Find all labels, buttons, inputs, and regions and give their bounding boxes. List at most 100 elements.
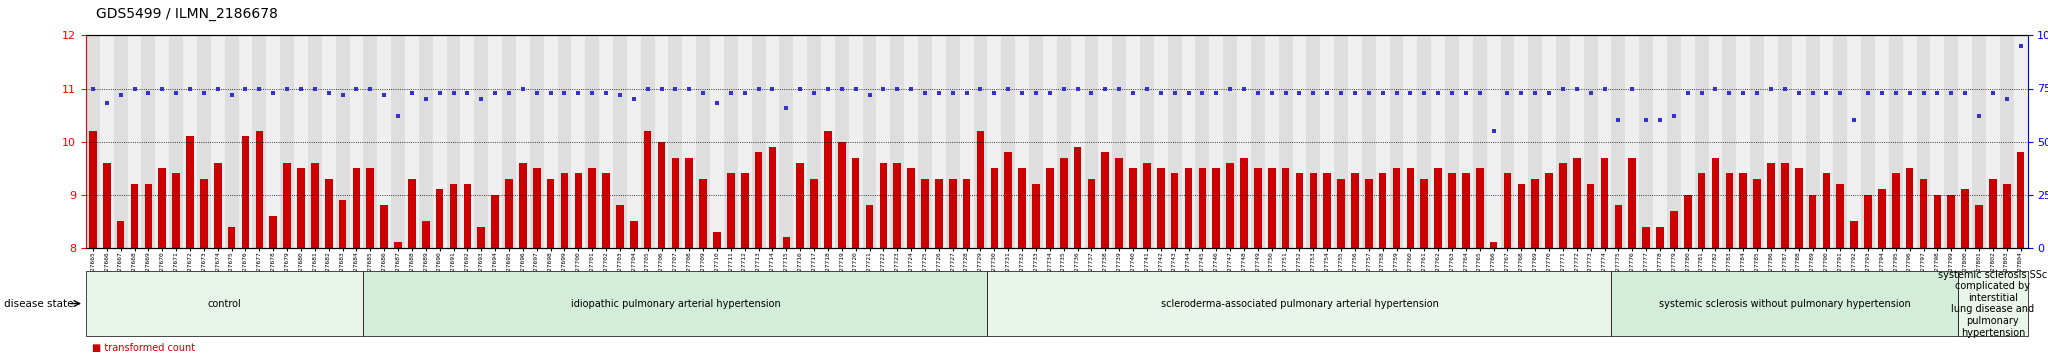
- Point: [549, 90, 582, 96]
- Bar: [866, 205, 872, 248]
- Point: [1186, 90, 1219, 96]
- Point: [895, 86, 928, 91]
- Bar: [766, 35, 780, 248]
- Point: [174, 86, 207, 91]
- Text: GDS5499 / ILMN_2186678: GDS5499 / ILMN_2186678: [96, 7, 279, 21]
- Point: [1700, 86, 1733, 91]
- Bar: [1763, 35, 1778, 248]
- Bar: [1612, 35, 1626, 248]
- Bar: [1196, 35, 1208, 248]
- Bar: [127, 35, 141, 248]
- Bar: [518, 163, 526, 248]
- Bar: [1307, 35, 1321, 248]
- Bar: [1116, 158, 1122, 248]
- Point: [479, 90, 512, 96]
- Bar: [1917, 35, 1931, 248]
- Bar: [1999, 35, 2013, 248]
- Point: [256, 90, 289, 96]
- Point: [756, 86, 788, 91]
- Bar: [727, 173, 735, 248]
- Bar: [1737, 35, 1751, 248]
- Bar: [420, 35, 432, 248]
- Point: [145, 86, 178, 91]
- Bar: [1153, 35, 1167, 248]
- Point: [1866, 90, 1898, 96]
- Bar: [1602, 158, 1608, 248]
- Bar: [1489, 242, 1497, 248]
- Bar: [879, 163, 887, 248]
- Point: [1282, 90, 1315, 96]
- Point: [840, 86, 872, 91]
- Bar: [406, 35, 420, 248]
- Bar: [1047, 168, 1053, 248]
- Bar: [477, 227, 485, 248]
- Bar: [170, 35, 182, 248]
- Bar: [90, 131, 96, 248]
- Bar: [1378, 173, 1386, 248]
- Bar: [463, 184, 471, 248]
- Point: [311, 90, 344, 96]
- Bar: [238, 35, 252, 248]
- Bar: [1614, 205, 1622, 248]
- Bar: [987, 35, 1001, 248]
- Bar: [377, 35, 391, 248]
- Bar: [682, 35, 696, 248]
- Bar: [752, 35, 766, 248]
- Bar: [782, 237, 791, 248]
- Point: [1407, 90, 1440, 96]
- Bar: [1182, 35, 1196, 248]
- Point: [1782, 90, 1815, 96]
- Bar: [1198, 168, 1206, 248]
- Bar: [1362, 35, 1376, 248]
- Bar: [451, 184, 457, 248]
- Text: systemic sclerosis SSc
complicated by interstitial
lung disease and
pulmonary hy: systemic sclerosis SSc complicated by in…: [1937, 269, 2048, 338]
- Bar: [1057, 35, 1071, 248]
- Point: [1921, 90, 1954, 96]
- Point: [741, 86, 774, 91]
- Point: [590, 90, 623, 96]
- Point: [1741, 90, 1774, 96]
- Bar: [2013, 35, 2028, 248]
- Bar: [381, 205, 387, 248]
- Point: [1477, 128, 1509, 134]
- Bar: [1071, 35, 1085, 248]
- Point: [2005, 43, 2038, 49]
- Bar: [506, 179, 512, 248]
- Bar: [532, 168, 541, 248]
- Bar: [391, 35, 406, 248]
- Point: [1587, 86, 1620, 91]
- Point: [1116, 90, 1149, 96]
- Bar: [1628, 158, 1636, 248]
- Point: [991, 86, 1024, 91]
- Point: [451, 90, 483, 96]
- Bar: [1794, 168, 1802, 248]
- Bar: [1085, 35, 1098, 248]
- Bar: [1004, 152, 1012, 248]
- Bar: [352, 168, 360, 248]
- Point: [131, 90, 164, 96]
- Point: [700, 101, 733, 106]
- Point: [686, 90, 719, 96]
- Bar: [1421, 179, 1427, 248]
- Bar: [1583, 35, 1597, 248]
- Bar: [1669, 211, 1677, 248]
- Point: [811, 86, 844, 91]
- Point: [1962, 113, 1995, 119]
- Point: [1575, 90, 1608, 96]
- Point: [866, 86, 899, 91]
- Bar: [322, 35, 336, 248]
- Bar: [326, 179, 332, 248]
- Point: [1616, 86, 1649, 91]
- Point: [1880, 90, 1913, 96]
- Bar: [1391, 35, 1403, 248]
- Point: [436, 90, 469, 96]
- Bar: [1087, 179, 1096, 248]
- Bar: [1337, 179, 1346, 248]
- Point: [395, 90, 428, 96]
- Point: [1991, 96, 2023, 102]
- Point: [604, 92, 637, 98]
- Point: [645, 86, 678, 91]
- Bar: [1903, 35, 1917, 248]
- Bar: [1157, 168, 1165, 248]
- Point: [201, 86, 233, 91]
